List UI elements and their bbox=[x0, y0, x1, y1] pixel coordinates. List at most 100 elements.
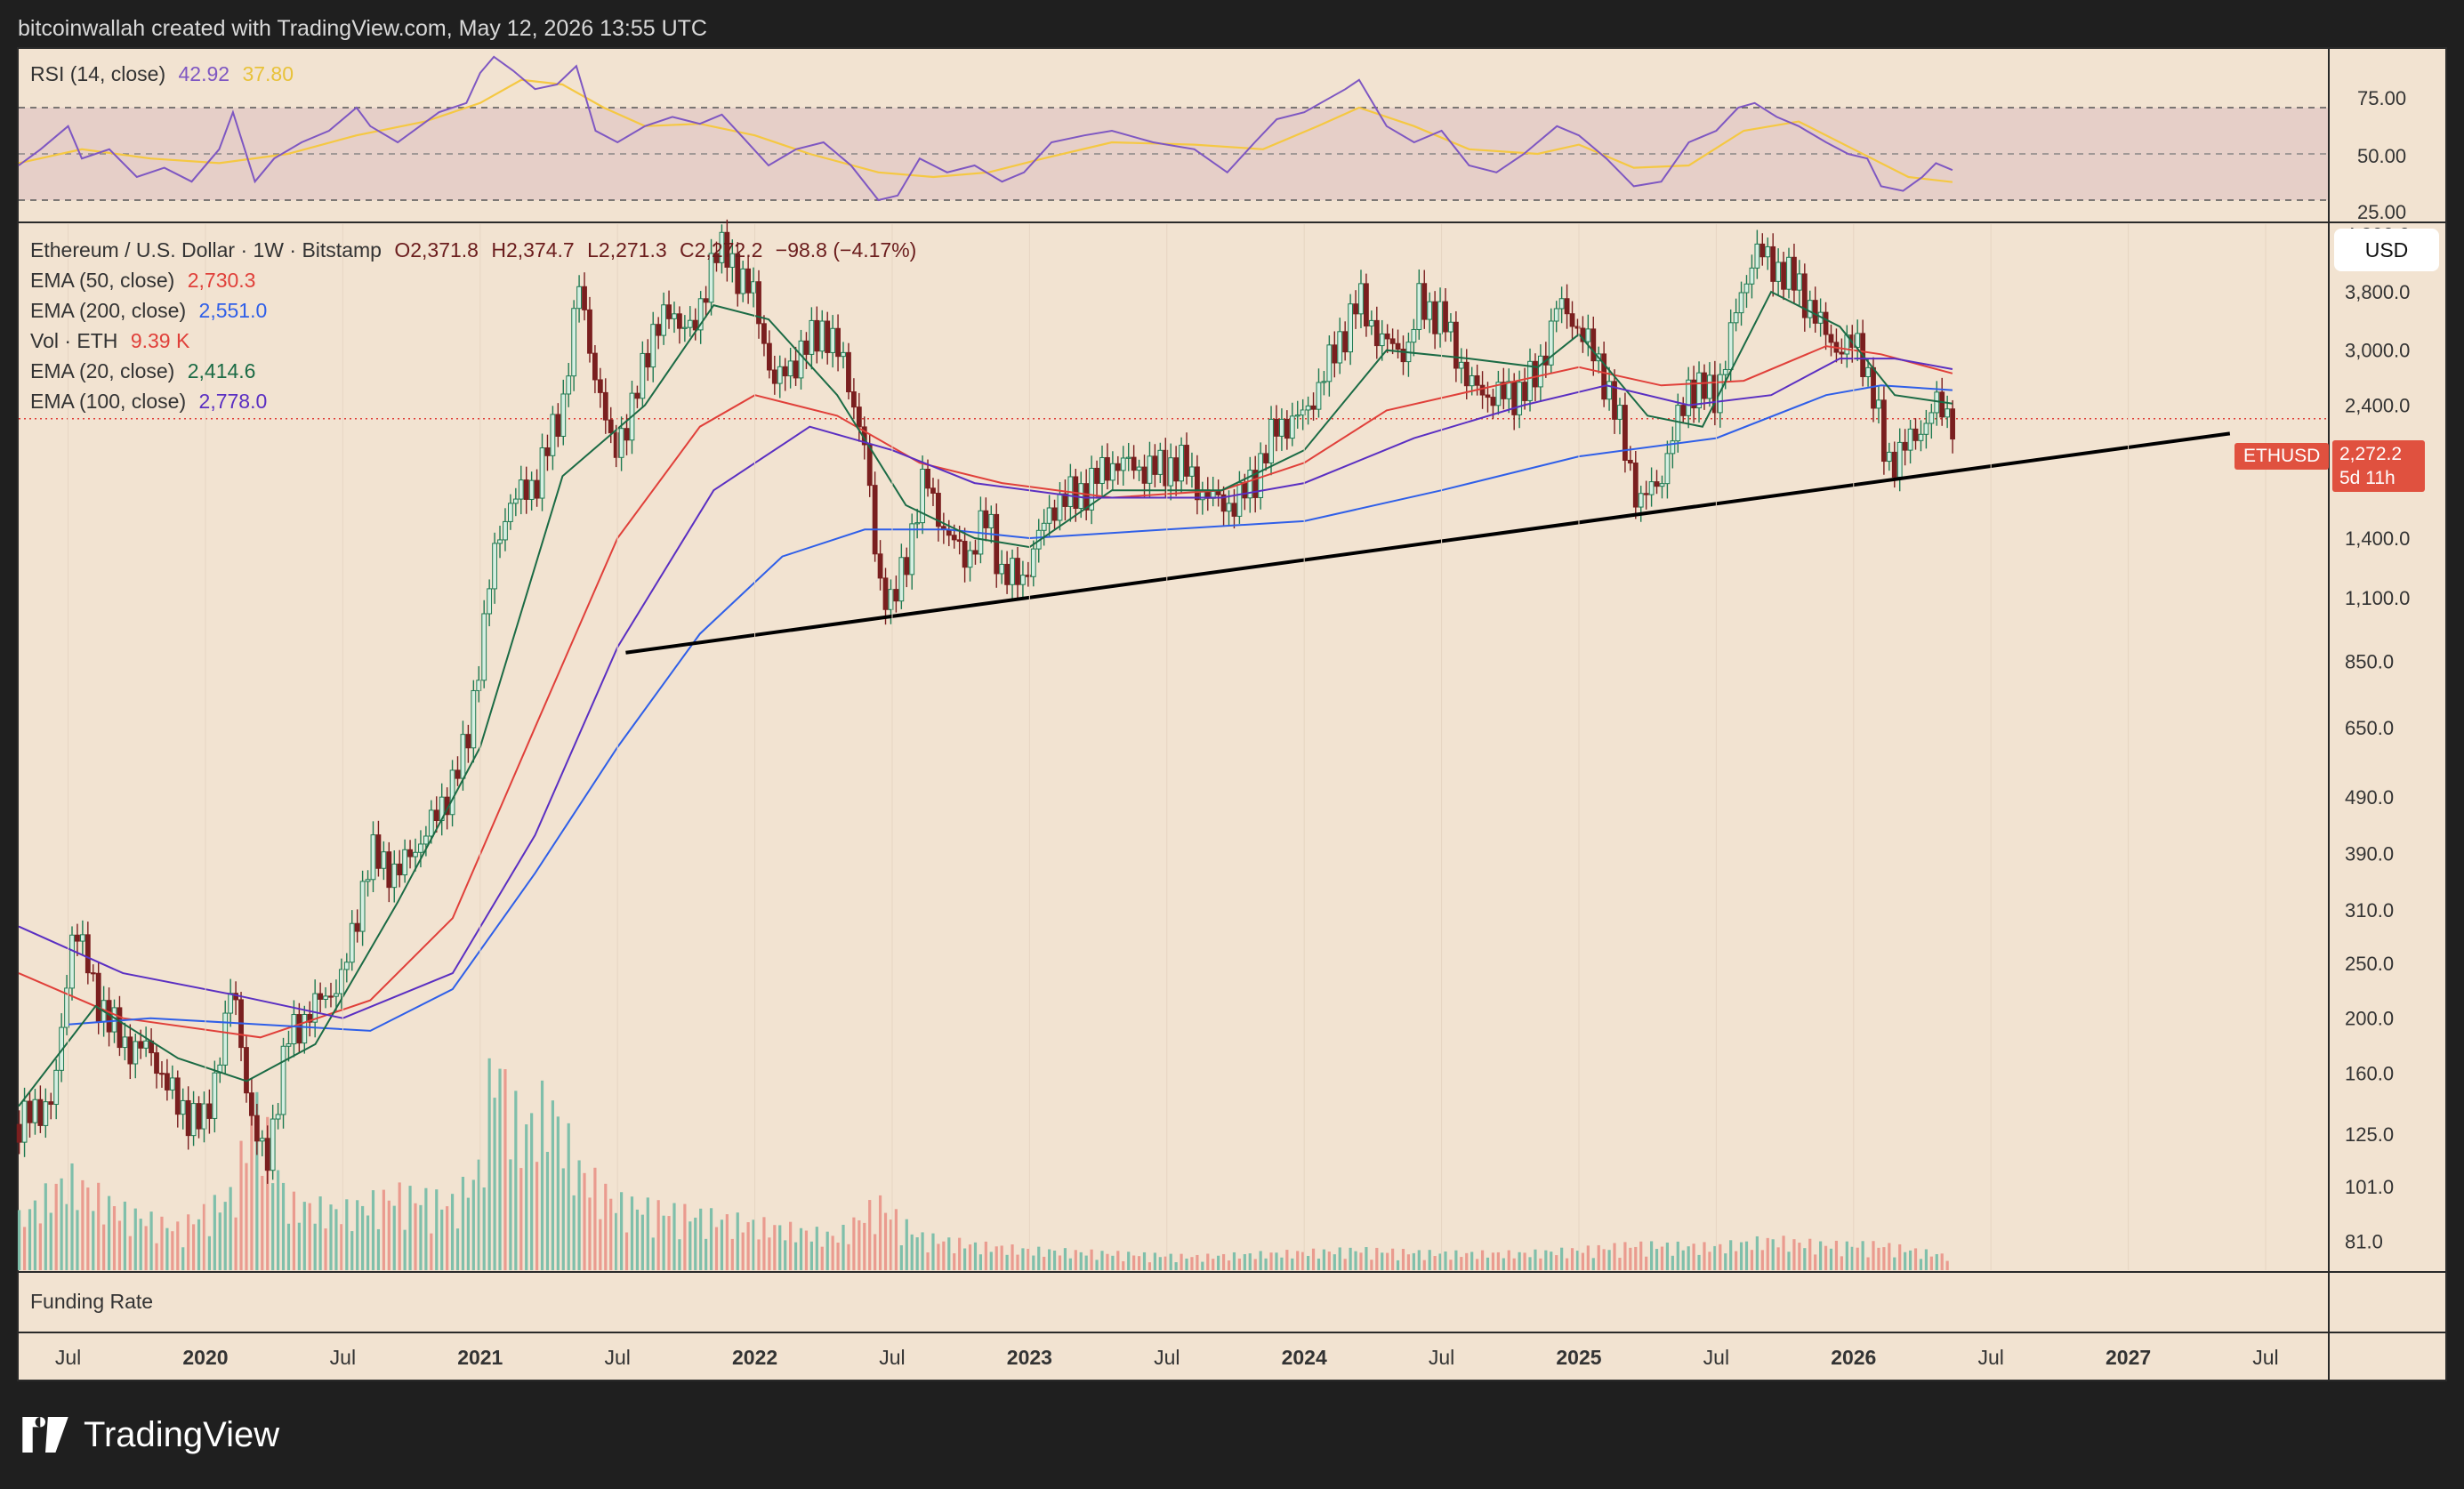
volume-bar bbox=[1269, 1252, 1273, 1270]
volume-bar bbox=[466, 1197, 470, 1270]
candle-body bbox=[381, 851, 387, 869]
volume-bar bbox=[1243, 1253, 1246, 1270]
candle-body bbox=[645, 352, 651, 368]
indicator-legend-ema200[interactable]: EMA (200, close) 2,551.0 bbox=[30, 299, 267, 323]
volume-bar bbox=[308, 1203, 311, 1270]
volume-bar bbox=[350, 1231, 354, 1270]
candle-body bbox=[1416, 283, 1422, 330]
volume-bar bbox=[1291, 1258, 1294, 1270]
indicator-legend-volume[interactable]: Vol · ETH 9.39 K bbox=[30, 329, 189, 353]
volume-bar bbox=[455, 1228, 460, 1270]
indicator-label: EMA (200, close) bbox=[30, 299, 187, 322]
volume-bar bbox=[773, 1225, 777, 1270]
volume-bar bbox=[1221, 1253, 1226, 1270]
candle-body bbox=[877, 553, 883, 579]
volume-bar bbox=[852, 1217, 856, 1270]
volume-bar bbox=[1016, 1254, 1019, 1270]
currency-button[interactable]: USD bbox=[2334, 229, 2439, 271]
candle-body bbox=[1702, 372, 1707, 399]
volume-bar bbox=[825, 1231, 829, 1270]
ema-line bbox=[18, 358, 1953, 1019]
volume-bar bbox=[1196, 1254, 1199, 1270]
candle-body bbox=[1896, 441, 1903, 478]
volume-bar bbox=[1381, 1252, 1384, 1270]
candle-body bbox=[825, 320, 831, 353]
volume-bar bbox=[583, 1172, 586, 1270]
candle-body bbox=[793, 360, 799, 379]
volume-bar bbox=[1502, 1258, 1505, 1270]
volume-bar bbox=[281, 1182, 286, 1270]
candle-body bbox=[888, 589, 894, 610]
candle-body bbox=[697, 298, 704, 331]
volume-bar bbox=[1285, 1250, 1289, 1270]
ema-line bbox=[68, 384, 1953, 1032]
volume-bar bbox=[461, 1176, 465, 1270]
candle-body bbox=[544, 447, 551, 456]
candle-body bbox=[1664, 453, 1671, 485]
volume-bar bbox=[1681, 1250, 1685, 1270]
volume-bar bbox=[266, 1116, 270, 1270]
candle-body bbox=[328, 995, 334, 998]
candle-body bbox=[1236, 481, 1243, 517]
candle-body bbox=[560, 393, 567, 437]
indicator-legend-ema20[interactable]: EMA (20, close) 2,414.6 bbox=[30, 359, 255, 383]
candle-body bbox=[882, 577, 889, 610]
volume-bar bbox=[1043, 1256, 1046, 1270]
candle-body bbox=[318, 993, 324, 1000]
volume-bar bbox=[1052, 1250, 1057, 1270]
candle-body bbox=[1569, 313, 1575, 327]
volume-bar bbox=[551, 1100, 555, 1270]
volume-bar bbox=[1512, 1258, 1516, 1270]
price-tick-label: 390.0 bbox=[2345, 842, 2394, 865]
volume-bar bbox=[1032, 1255, 1035, 1270]
volume-bar bbox=[1739, 1242, 1743, 1270]
candle-body bbox=[433, 809, 439, 822]
rsi-axis: 75.00 50.00 25.00 bbox=[2357, 87, 2406, 223]
indicator-legend-ema50[interactable]: EMA (50, close) 2,730.3 bbox=[30, 269, 255, 293]
volume-bar bbox=[1755, 1235, 1759, 1270]
candle-body bbox=[1865, 366, 1871, 377]
candle-body bbox=[32, 1099, 38, 1123]
volume-bar bbox=[1660, 1246, 1664, 1270]
tradingview-logo[interactable]: TradingView bbox=[20, 1413, 279, 1457]
volume-bar bbox=[889, 1219, 893, 1270]
volume-bar bbox=[1084, 1255, 1088, 1270]
candle-body bbox=[624, 428, 630, 441]
candle-body bbox=[1490, 397, 1496, 406]
volume-bar bbox=[1333, 1254, 1336, 1270]
indicator-value: 9.39 K bbox=[130, 329, 190, 352]
volume-bar bbox=[498, 1068, 502, 1270]
candle-body bbox=[254, 1115, 260, 1142]
indicator-legend-ema100[interactable]: EMA (100, close) 2,778.0 bbox=[30, 390, 267, 414]
volume-bar bbox=[144, 1226, 148, 1270]
volume-bar bbox=[1760, 1250, 1764, 1270]
candle-body bbox=[487, 588, 493, 615]
tradingview-logo-icon bbox=[22, 1417, 68, 1453]
candle-body bbox=[1474, 374, 1480, 386]
time-tick-label: Jul bbox=[55, 1346, 81, 1369]
volume-bar bbox=[313, 1223, 317, 1270]
candle-body bbox=[1632, 463, 1639, 508]
candle-body bbox=[48, 1101, 54, 1106]
candle-body bbox=[1749, 267, 1755, 285]
volume-bar bbox=[1845, 1241, 1848, 1270]
candle-body bbox=[476, 680, 482, 691]
volume-bar bbox=[38, 1223, 42, 1270]
volume-bar bbox=[1534, 1249, 1537, 1270]
candle-body bbox=[713, 253, 720, 263]
symbol-legend[interactable]: Ethereum / U.S. Dollar · 1W · Bitstamp O… bbox=[30, 238, 916, 262]
candle-body bbox=[1105, 456, 1110, 481]
time-tick-label: 2024 bbox=[1282, 1346, 1327, 1369]
candle-body bbox=[967, 550, 973, 568]
candle-body bbox=[117, 1007, 123, 1049]
price-tick-label: 250.0 bbox=[2345, 953, 2394, 975]
volume-bar bbox=[324, 1228, 327, 1270]
volume-bar bbox=[1555, 1255, 1558, 1270]
volume-bar bbox=[1581, 1252, 1584, 1270]
price-tick-label: 3,000.0 bbox=[2345, 340, 2410, 362]
rsi-ma-value: 37.80 bbox=[242, 62, 294, 85]
candle-body bbox=[1527, 360, 1533, 401]
candle-body bbox=[1348, 303, 1354, 353]
volume-bar bbox=[1735, 1251, 1738, 1270]
